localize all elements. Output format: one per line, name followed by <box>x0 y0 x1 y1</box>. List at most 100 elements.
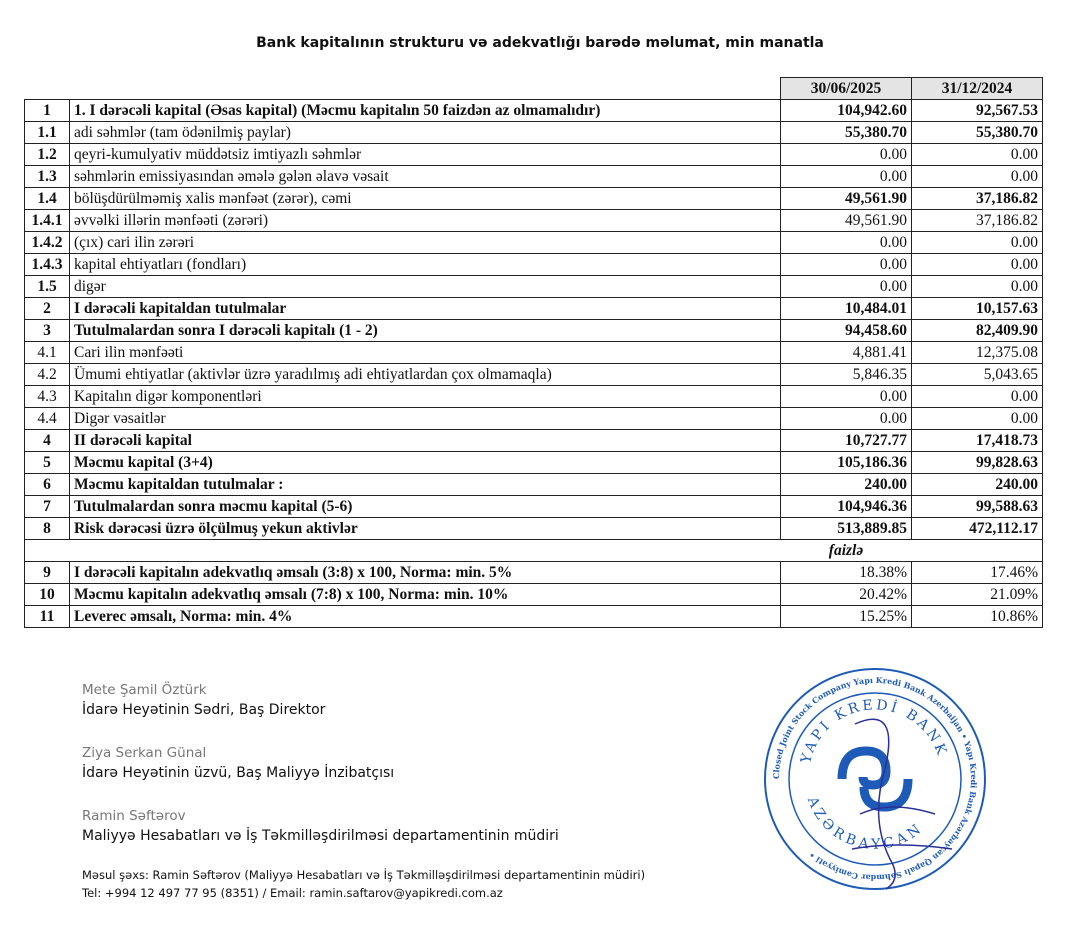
page-title: Bank kapitalının strukturu və adekvatlığ… <box>256 35 824 51</box>
signatory: Ramin Səftərov Maliyyə Hesabatları və İş… <box>82 808 559 844</box>
row-number: 8 <box>24 517 70 540</box>
row-label: əvvəlki illərin mənfəəti (zərəri) <box>69 209 781 232</box>
table-row: 1.1 adi səhmlər (tam ödənilmiş paylar) 55,… <box>24 121 1043 144</box>
table-row: 1.2 qeyri-kumulyativ müddətsiz imtiyazlı … <box>24 143 1043 166</box>
row-value-2024: 12,375.08 <box>911 341 1043 364</box>
row-value-2025: 0.00 <box>780 407 912 430</box>
blank-cell <box>24 77 70 100</box>
row-label: bölüşdürülməmiş xalis mənfəət (zərər), c… <box>69 187 781 210</box>
row-value-2025: 49,561.90 <box>780 209 912 232</box>
row-label: kapital ehtiyatları (fondları) <box>69 253 781 276</box>
row-number: 5 <box>24 451 70 474</box>
row-value-2025: 20.42% <box>780 583 912 606</box>
row-number: 1.4.3 <box>24 253 70 276</box>
row-number: 1 <box>24 99 70 122</box>
row-value-2024: 240.00 <box>911 473 1043 496</box>
contact-info: Məsul şəxs: Ramin Səftərov (Maliyyə Hesa… <box>82 868 645 900</box>
table-row: 4.4 Digər vəsaitlər 0.00 0.00 <box>24 407 1043 430</box>
row-value-2024: 99,588.63 <box>911 495 1043 518</box>
row-label: Ümumi ehtiyatlar (aktivlər üzrə yaradılm… <box>69 363 781 386</box>
percent-unit-label: faizlə <box>780 539 912 562</box>
row-value-2025: 0.00 <box>780 165 912 188</box>
row-value-2024: 21.09% <box>911 583 1043 606</box>
row-value-2024: 0.00 <box>911 275 1043 298</box>
row-label: Digər vəsaitlər <box>69 407 781 430</box>
table-row: 7 Tutulmalardan sonra məcmu kapital (5-6)… <box>24 495 1043 518</box>
row-value-2024: 0.00 <box>911 385 1043 408</box>
row-value-2025: 18.38% <box>780 561 912 584</box>
row-value-2024: 0.00 <box>911 407 1043 430</box>
row-label: səhmlərin emissiyasından əmələ gələn əla… <box>69 165 781 188</box>
table-row: 1.4.2 (çıx) cari ilin zərəri 0.00 0.00 <box>24 231 1043 254</box>
row-number: 1.4.2 <box>24 231 70 254</box>
signatory-position: İdarə Heyətinin Sədri, Baş Direktor <box>82 702 326 718</box>
table-row: 8 Risk dərəcəsi üzrə ölçülmuş yekun aktiv… <box>24 517 1043 540</box>
row-number: 2 <box>24 297 70 320</box>
row-label: 1. I dərəcəli kapital (Əsas kapital) (Mə… <box>69 99 781 122</box>
row-value-2024: 0.00 <box>911 231 1043 254</box>
row-value-2024: 0.00 <box>911 165 1043 188</box>
row-number: 10 <box>24 583 70 606</box>
row-value-2024: 99,828.63 <box>911 451 1043 474</box>
signatory: Ziya Serkan Günal İdarə Heyətinin üzvü, … <box>82 745 394 781</box>
row-value-2025: 104,942.60 <box>780 99 912 122</box>
table-row: 1.4 bölüşdürülməmiş xalis mənfəət (zərər)… <box>24 187 1043 210</box>
row-number: 4.2 <box>24 363 70 386</box>
row-number: 4.4 <box>24 407 70 430</box>
row-number: 6 <box>24 473 70 496</box>
blank-cell <box>911 539 1043 562</box>
column-header: 31/12/2024 <box>911 77 1043 100</box>
row-value-2025: 0.00 <box>780 275 912 298</box>
row-label: digər <box>69 275 781 298</box>
table-row: 1.4.3 kapital ehtiyatları (fondları) 0.00 0… <box>24 253 1043 276</box>
signatory-name: Ziya Serkan Günal <box>82 745 207 761</box>
row-label: Məcmu kapital (3+4) <box>69 451 781 474</box>
row-number: 1.1 <box>24 121 70 144</box>
signature-scribble <box>851 718 953 890</box>
row-value-2024: 92,567.53 <box>911 99 1043 122</box>
row-value-2025: 49,561.90 <box>780 187 912 210</box>
row-value-2024: 37,186.82 <box>911 187 1043 210</box>
row-label: Məcmu kapitaldan tutulmalar : <box>69 473 781 496</box>
row-label: qeyri-kumulyativ müddətsiz imtiyazlı səh… <box>69 143 781 166</box>
row-label: Kapitalın digər komponentləri <box>69 385 781 408</box>
row-value-2025: 0.00 <box>780 253 912 276</box>
row-label: Məcmu kapitalın adekvatlıq əmsalı (7:8) … <box>69 583 781 606</box>
row-label: adi səhmlər (tam ödənilmiş paylar) <box>69 121 781 144</box>
row-label: Cari ilin mənfəəti <box>69 341 781 364</box>
row-value-2024: 0.00 <box>911 143 1043 166</box>
row-number: 4.3 <box>24 385 70 408</box>
percent-unit-row: faizlə <box>24 539 1043 562</box>
row-number: 4.1 <box>24 341 70 364</box>
ratio-row: 10 Məcmu kapitalın adekvatlıq əmsalı (7:8… <box>24 583 1043 606</box>
row-value-2025: 0.00 <box>780 143 912 166</box>
row-label: I dərəcəli kapitaldan tutulmalar <box>69 297 781 320</box>
row-label: (çıx) cari ilin zərəri <box>69 231 781 254</box>
row-value-2024: 5,043.65 <box>911 363 1043 386</box>
row-value-2024: 10.86% <box>911 605 1043 628</box>
row-number: 3 <box>24 319 70 342</box>
blank-cell <box>69 77 781 100</box>
table-row: 3 Tutulmalardan sonra I dərəcəli kapitalı… <box>24 319 1043 342</box>
row-label: II dərəcəli kapital <box>69 429 781 452</box>
table-row: 6 Məcmu kapitaldan tutulmalar :240.00 240.… <box>24 473 1043 496</box>
row-value-2025: 55,380.70 <box>780 121 912 144</box>
signatory-position: İdarə Heyətinin üzvü, Baş Maliyyə İnziba… <box>82 765 395 781</box>
row-value-2024: 17,418.73 <box>911 429 1043 452</box>
row-label: Tutulmalardan sonra I dərəcəli kapitalı … <box>69 319 781 342</box>
row-number: 1.3 <box>24 165 70 188</box>
row-value-2025: 94,458.60 <box>780 319 912 342</box>
row-value-2025: 240.00 <box>780 473 912 496</box>
table-row: 5 Məcmu kapital (3+4) 105,186.36 99,828.63 <box>24 451 1043 474</box>
table-row: 1.3 səhmlərin emissiyasından əmələ gələn … <box>24 165 1043 188</box>
signatory-name: Mete Şamil Öztürk <box>82 682 207 698</box>
row-value-2025: 105,186.36 <box>780 451 912 474</box>
row-value-2024: 37,186.82 <box>911 209 1043 232</box>
blank-cell <box>24 539 781 562</box>
row-number: 1.4.1 <box>24 209 70 232</box>
row-label: I dərəcəli kapitalın adekvatlıq əmsalı (… <box>69 561 781 584</box>
row-value-2025: 5,846.35 <box>780 363 912 386</box>
signatory: Mete Şamil Öztürk İdarə Heyətinin Sədri,… <box>82 682 325 718</box>
